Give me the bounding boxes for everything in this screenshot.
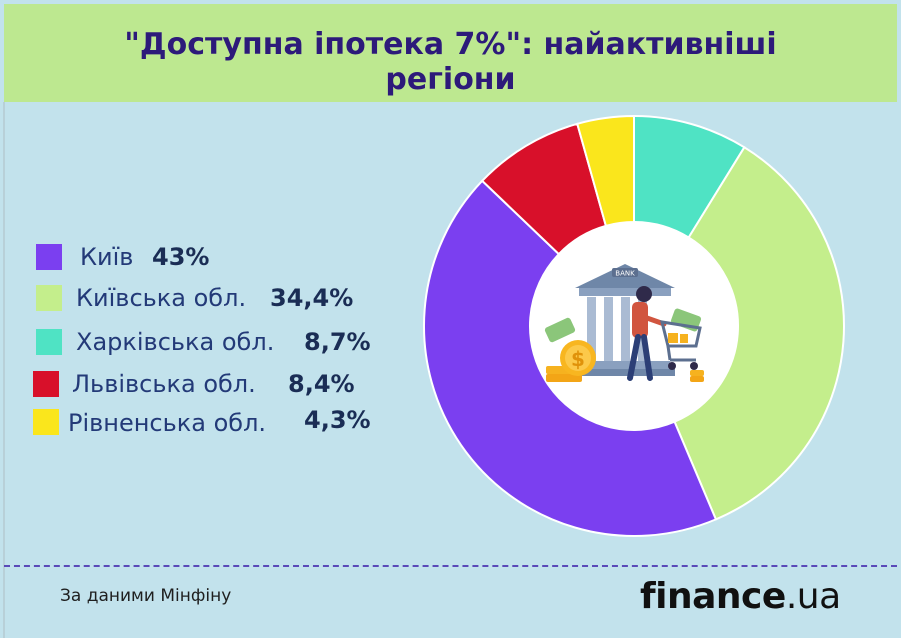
brand-logo: finance.ua bbox=[640, 576, 841, 617]
brand-dot: . bbox=[785, 576, 797, 617]
bank-illustration: BANK $ bbox=[544, 242, 704, 382]
legend-value-kharkiv-oblast: 8,7% bbox=[304, 328, 371, 356]
legend-label-kharkiv-oblast: Харківська обл. bbox=[76, 328, 275, 356]
bank-sign: BANK bbox=[615, 270, 635, 278]
footer-divider bbox=[4, 565, 897, 567]
person-with-cart-icon bbox=[627, 286, 702, 381]
legend-value-kyiv-oblast: 34,4% bbox=[270, 284, 354, 312]
source-note: За даними Мінфіну bbox=[60, 586, 232, 606]
legend-label-rivne-oblast: Рівненська обл. bbox=[68, 409, 267, 437]
chart-title-line-2: регіони bbox=[385, 62, 516, 97]
legend-swatch-lviv-oblast bbox=[33, 371, 59, 397]
legend-label-lviv-oblast: Львівська обл. bbox=[72, 370, 256, 398]
slice-kyiv-oblast bbox=[673, 145, 845, 521]
legend-swatch-kyiv bbox=[36, 244, 62, 270]
left-border bbox=[3, 102, 5, 638]
legend-value-kyiv: 43% bbox=[152, 243, 210, 271]
chart-title-line-1: "Доступна іпотека 7%": найактивніші bbox=[124, 27, 777, 62]
legend-value-lviv-oblast: 8,4% bbox=[288, 370, 355, 398]
coin-symbol: $ bbox=[571, 347, 585, 371]
legend-swatch-kyiv-oblast bbox=[36, 285, 62, 311]
legend-label-kyiv-oblast: Київська обл. bbox=[76, 284, 247, 312]
legend-value-rivne-oblast: 4,3% bbox=[304, 406, 371, 434]
legend-swatch-rivne-oblast bbox=[33, 409, 59, 435]
brand-name: finance bbox=[640, 576, 786, 617]
legend: Київ 43% Київська обл. 34,4% Харківська … bbox=[0, 0, 420, 460]
legend-label-kyiv: Київ bbox=[80, 243, 134, 271]
brand-tld: ua bbox=[796, 576, 841, 617]
legend-swatch-kharkiv-oblast bbox=[36, 329, 62, 355]
title-bar: "Доступна іпотека 7%": найактивніші регі… bbox=[4, 4, 897, 102]
coin-icon: $ bbox=[560, 340, 596, 376]
